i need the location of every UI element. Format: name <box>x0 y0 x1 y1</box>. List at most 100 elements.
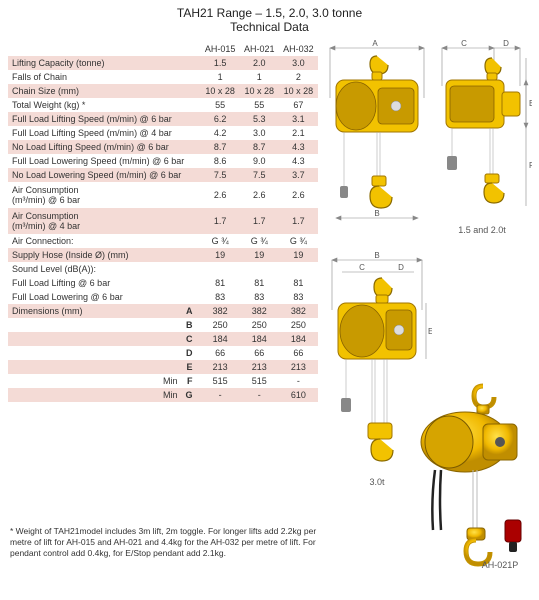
svg-text:C: C <box>359 263 365 272</box>
row-label: Dimensions (mm) <box>8 304 182 318</box>
table-row: No Load Lifting Speed (m/min) @ 6 bar 8.7… <box>8 140 318 154</box>
page-subtitle: Technical Data <box>0 20 539 34</box>
row-label: Full Load Lifting Speed (m/min) @ 4 bar <box>8 126 201 140</box>
diagram-hoist-side: C D E F 1.5 and 2.0t <box>432 38 532 238</box>
cell-value: 66 <box>201 346 240 360</box>
table-row: Air Connection:G ¾G ¾G ¾ <box>8 234 318 248</box>
table-row: Full Load Lifting Speed (m/min) @ 4 bar4… <box>8 126 318 140</box>
cell-value: 5.3 <box>240 112 279 126</box>
cell-value: 81 <box>279 276 318 290</box>
cell-value: 1.7 <box>240 208 279 234</box>
cell-value: 83 <box>279 290 318 304</box>
cell-value: 10 x 28 <box>201 84 240 98</box>
cell-value: 4.2 <box>201 126 240 140</box>
footnote-text: * Weight of TAH21model includes 3m lift,… <box>0 520 340 559</box>
table-row: Sound Level (dB(A)): <box>8 262 318 276</box>
svg-text:1.5 and 2.0t: 1.5 and 2.0t <box>458 225 506 235</box>
dim-letter: G <box>182 388 201 402</box>
cell-value: 19 <box>279 248 318 262</box>
table-row: E213213213 <box>8 360 318 374</box>
row-label <box>8 346 182 360</box>
svg-text:E: E <box>428 327 432 336</box>
cell-value: 184 <box>201 332 240 346</box>
table-header-row: AH-015 AH-021 AH-032 <box>8 42 318 56</box>
cell-value: 81 <box>240 276 279 290</box>
cell-value: 3.0 <box>279 56 318 70</box>
spec-table: AH-015 AH-021 AH-032 Lifting Capacity (t… <box>8 42 318 402</box>
svg-text:AH-021P: AH-021P <box>482 560 519 570</box>
cell-value: 10 x 28 <box>240 84 279 98</box>
row-label <box>8 332 182 346</box>
table-row: Air Consumption (m³/min) @ 6 bar2.62.62.… <box>8 182 318 208</box>
table-row: Full Load Lifting @ 6 bar818181 <box>8 276 318 290</box>
cell-value: 8.6 <box>201 154 240 168</box>
cell-value: - <box>240 388 279 402</box>
row-label: No Load Lowering Speed (m/min) @ 6 bar <box>8 168 201 182</box>
table-row: Full Load Lowering Speed (m/min) @ 6 bar… <box>8 154 318 168</box>
table-row: Full Load Lifting Speed (m/min) @ 6 bar6… <box>8 112 318 126</box>
cell-value: 19 <box>201 248 240 262</box>
table-row: Lifting Capacity (tonne)1.52.03.0 <box>8 56 318 70</box>
table-row: C184184184 <box>8 332 318 346</box>
svg-text:F: F <box>529 161 532 170</box>
cell-value: 1.7 <box>201 208 240 234</box>
cell-value: 3.7 <box>279 168 318 182</box>
svg-text:E: E <box>529 99 532 108</box>
diagram-hoist-large: A B <box>322 38 432 228</box>
table-row: Full Load Lowering @ 6 bar838383 <box>8 290 318 304</box>
svg-text:B: B <box>374 251 379 260</box>
cell-value: 83 <box>240 290 279 304</box>
cell-value: G ¾ <box>240 234 279 248</box>
cell-value: 2.6 <box>240 182 279 208</box>
cell-value: 2.1 <box>279 126 318 140</box>
cell-value: 66 <box>279 346 318 360</box>
cell-value: 4.3 <box>279 154 318 168</box>
dim-letter: A <box>182 304 201 318</box>
spec-table-area: AH-015 AH-021 AH-032 Lifting Capacity (t… <box>8 42 318 402</box>
cell-value: 55 <box>201 98 240 112</box>
cell-value: 1.7 <box>279 208 318 234</box>
cell-value: 382 <box>279 304 318 318</box>
table-row: D666666 <box>8 346 318 360</box>
row-label: Full Load Lowering @ 6 bar <box>8 290 201 304</box>
cell-value: 1 <box>201 70 240 84</box>
dim-letter: B <box>182 318 201 332</box>
col-header: AH-032 <box>279 42 318 56</box>
cell-value: 66 <box>240 346 279 360</box>
table-row: No Load Lowering Speed (m/min) @ 6 bar7.… <box>8 168 318 182</box>
table-row: MinF515515- <box>8 374 318 388</box>
cell-value: 1.5 <box>201 56 240 70</box>
cell-value: 4.3 <box>279 140 318 154</box>
cell-value <box>201 262 240 276</box>
table-row: Falls of Chain112 <box>8 70 318 84</box>
cell-value: G ¾ <box>279 234 318 248</box>
svg-text:B: B <box>374 209 379 218</box>
cell-value: 3.0 <box>240 126 279 140</box>
cell-value: 8.7 <box>240 140 279 154</box>
cell-value: 184 <box>279 332 318 346</box>
row-label: No Load Lifting Speed (m/min) @ 6 bar <box>8 140 201 154</box>
cell-value: 1 <box>240 70 279 84</box>
table-row: Chain Size (mm)10 x 2810 x 2810 x 28 <box>8 84 318 98</box>
table-row: Dimensions (mm)A382382382 <box>8 304 318 318</box>
cell-value: 250 <box>279 318 318 332</box>
row-label: Min <box>8 374 182 388</box>
cell-value: 19 <box>240 248 279 262</box>
svg-text:D: D <box>503 39 509 48</box>
cell-value: 515 <box>240 374 279 388</box>
row-label <box>8 318 182 332</box>
cell-value: 7.5 <box>201 168 240 182</box>
table-row: Supply Hose (Inside Ø) (mm)191919 <box>8 248 318 262</box>
cell-value <box>279 262 318 276</box>
cell-value: 2.6 <box>201 182 240 208</box>
table-row: Total Weight (kg) *555567 <box>8 98 318 112</box>
row-label: Air Consumption (m³/min) @ 6 bar <box>8 182 201 208</box>
svg-text:C: C <box>461 39 467 48</box>
cell-value: 81 <box>201 276 240 290</box>
row-label: Min <box>8 388 182 402</box>
cell-value: 250 <box>240 318 279 332</box>
table-row: Air Consumption (m³/min) @ 4 bar1.71.71.… <box>8 208 318 234</box>
table-row: MinG--610 <box>8 388 318 402</box>
row-label: Sound Level (dB(A)): <box>8 262 201 276</box>
svg-text:D: D <box>398 263 404 272</box>
